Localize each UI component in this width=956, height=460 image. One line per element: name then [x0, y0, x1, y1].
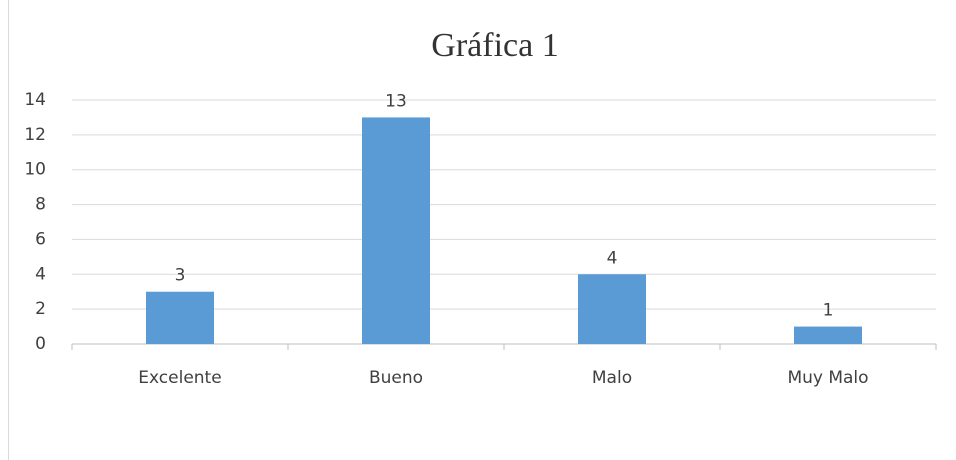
bar: [146, 291, 214, 344]
y-tick-label: 0: [35, 334, 46, 354]
data-label: 4: [607, 248, 618, 268]
bar: [362, 117, 430, 344]
y-tick-label: 8: [35, 195, 46, 215]
x-tick-label: Muy Malo: [787, 368, 868, 388]
y-tick-label: 14: [24, 90, 46, 110]
y-tick-label: 10: [24, 160, 46, 180]
data-label: 3: [175, 266, 186, 286]
y-tick-label: 2: [35, 299, 46, 319]
y-tick-label: 4: [35, 264, 46, 284]
bar: [578, 274, 646, 344]
x-tick-label: Excelente: [138, 368, 221, 388]
x-tick-label: Malo: [592, 368, 632, 388]
y-tick-label: 6: [35, 229, 46, 249]
bar: [794, 326, 862, 344]
data-label: 13: [385, 91, 407, 111]
data-label: 1: [823, 301, 834, 321]
chart-title: Gráfica 1: [431, 27, 558, 64]
x-tick-label: Bueno: [369, 368, 423, 388]
y-tick-label: 12: [24, 125, 46, 145]
